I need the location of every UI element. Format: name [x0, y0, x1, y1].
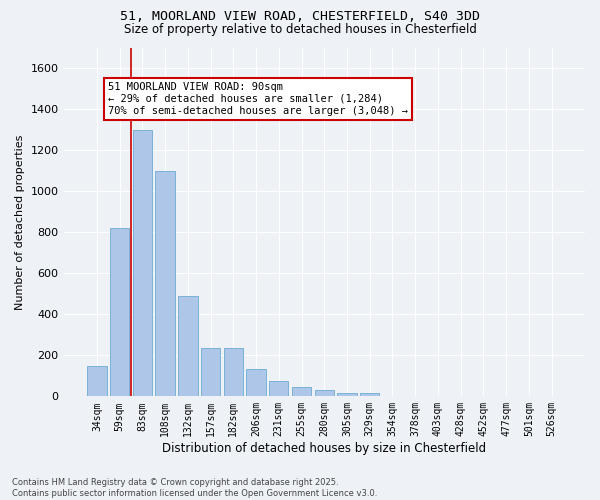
Bar — [178, 296, 197, 396]
Bar — [133, 130, 152, 396]
Bar — [87, 366, 107, 396]
X-axis label: Distribution of detached houses by size in Chesterfield: Distribution of detached houses by size … — [162, 442, 487, 455]
Bar — [110, 228, 130, 396]
Bar — [292, 387, 311, 396]
Bar — [360, 392, 379, 396]
Bar — [224, 348, 243, 397]
Text: 51 MOORLAND VIEW ROAD: 90sqm
← 29% of detached houses are smaller (1,284)
70% of: 51 MOORLAND VIEW ROAD: 90sqm ← 29% of de… — [108, 82, 408, 116]
Bar — [201, 348, 220, 397]
Text: 51, MOORLAND VIEW ROAD, CHESTERFIELD, S40 3DD: 51, MOORLAND VIEW ROAD, CHESTERFIELD, S4… — [120, 10, 480, 23]
Text: Contains HM Land Registry data © Crown copyright and database right 2025.
Contai: Contains HM Land Registry data © Crown c… — [12, 478, 377, 498]
Y-axis label: Number of detached properties: Number of detached properties — [15, 134, 25, 310]
Bar — [247, 368, 266, 396]
Bar — [155, 170, 175, 396]
Text: Size of property relative to detached houses in Chesterfield: Size of property relative to detached ho… — [124, 22, 476, 36]
Bar — [337, 392, 356, 396]
Bar — [269, 381, 289, 396]
Bar — [314, 390, 334, 396]
